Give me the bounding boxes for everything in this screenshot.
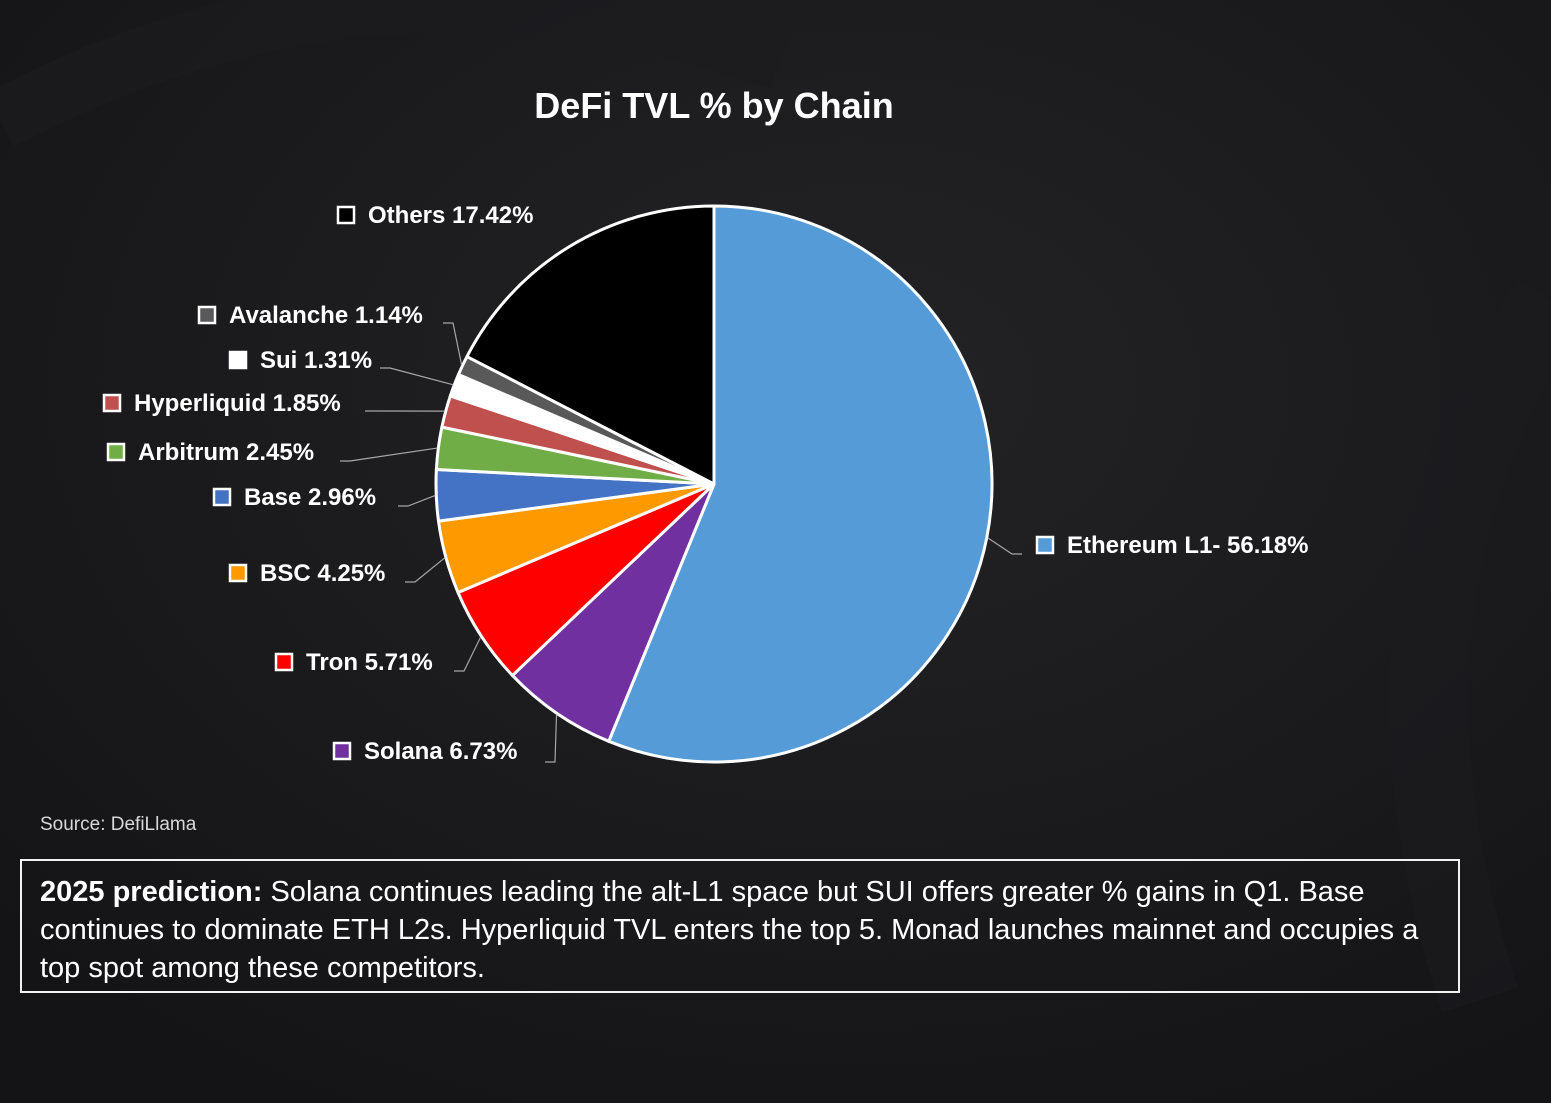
data-label-avalanche: Avalanche 1.14% — [229, 302, 423, 329]
leader-line-sui — [380, 367, 454, 386]
leader-line-avalanche — [443, 322, 463, 366]
data-label-base: Base 2.96% — [244, 484, 376, 511]
label-marker-ethereum-l1 — [1035, 535, 1055, 555]
data-label-hyperliquid: Hyperliquid 1.85% — [134, 390, 341, 417]
source-note: Source: DefiLlama — [40, 814, 197, 835]
leader-line-arbitrum — [340, 447, 438, 462]
data-label-tron: Tron 5.71% — [306, 649, 433, 676]
label-marker-sui — [228, 350, 248, 370]
pie-chart: DeFi TVL % by Chain Ethereum L1- 56.18% S… — [102, 85, 1308, 765]
label-marker-bsc — [228, 563, 248, 583]
leader-line-bsc — [405, 557, 446, 583]
prediction-heading: 2025 prediction: — [40, 876, 263, 908]
label-marker-arbitrum — [106, 442, 126, 462]
data-label-solana: Solana 6.73% — [364, 738, 517, 765]
prediction-text: Solana continues leading the alt-L1 spac… — [40, 876, 1419, 984]
label-marker-solana — [332, 741, 352, 761]
data-label-arbitrum: Arbitrum 2.45% — [138, 439, 314, 466]
slice-ethereum-l1 — [607, 204, 994, 764]
data-label-others: Others 17.42% — [368, 202, 533, 229]
chart-title: DeFi TVL % by Chain — [534, 85, 893, 126]
slice-solana — [510, 482, 716, 743]
leader-line-solana — [545, 714, 558, 763]
label-marker-base — [212, 487, 232, 507]
slice-others — [465, 204, 716, 486]
label-marker-others — [336, 205, 356, 225]
prediction-box: 2025 prediction: Solana continues leadin… — [20, 859, 1460, 993]
label-marker-tron — [274, 652, 294, 672]
leader-line-ethereum-l1 — [987, 537, 1022, 555]
data-label-sui: Sui 1.31% — [260, 347, 372, 374]
label-marker-hyperliquid — [102, 393, 122, 413]
data-label-bsc: BSC 4.25% — [260, 560, 385, 587]
leader-line-base — [398, 494, 436, 507]
data-label-ethereum-l1: Ethereum L1- 56.18% — [1067, 532, 1308, 559]
label-marker-avalanche — [197, 305, 217, 325]
leader-line-tron — [454, 636, 482, 672]
